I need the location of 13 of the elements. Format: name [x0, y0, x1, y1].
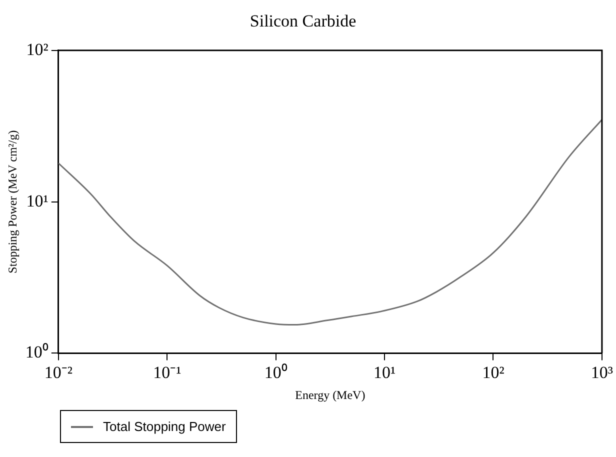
x-tick-label: 10⁻² — [44, 362, 72, 382]
x-tick-label: 10³ — [590, 362, 614, 382]
x-tick-label: 10⁻¹ — [153, 362, 182, 382]
legend-label: Total Stopping Power — [103, 419, 226, 434]
x-axis-title: Energy (MeV) — [295, 388, 366, 402]
x-tick-label: 10¹ — [373, 362, 396, 382]
y-tick-label: 10¹ — [26, 191, 48, 210]
chart-title: Silicon Carbide — [250, 12, 356, 31]
x-tick-label: 10² — [482, 362, 504, 382]
y-tick-label: 10⁰ — [25, 342, 48, 362]
y-axis-title: Stopping Power (MeV cm²/g) — [5, 130, 20, 274]
y-tick-label: 10² — [26, 40, 48, 59]
x-tick-label: 10⁰ — [264, 362, 288, 382]
